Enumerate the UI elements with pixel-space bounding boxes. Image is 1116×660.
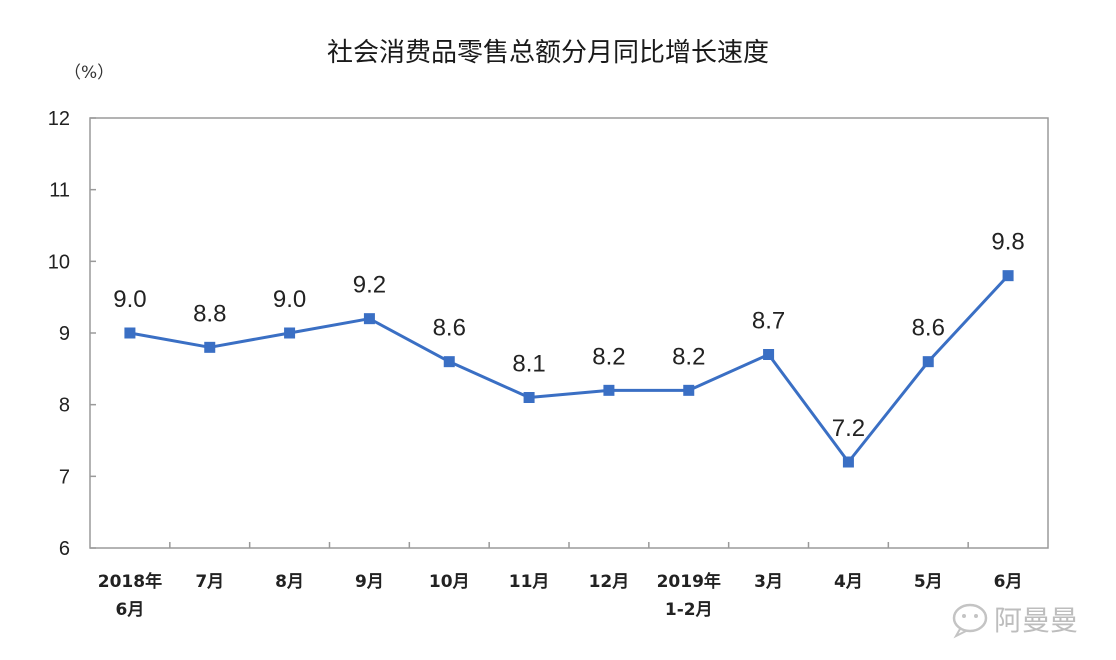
- data-label: 8.7: [752, 308, 785, 335]
- x-tick-label: 11月: [509, 572, 550, 592]
- data-point-marker: [922, 356, 934, 368]
- x-tick-label: 2018年: [98, 571, 162, 592]
- data-label: 8.6: [912, 315, 945, 342]
- data-label: 7.2: [832, 415, 865, 442]
- y-tick-label: 12: [48, 108, 70, 130]
- x-tick-label: 4月: [834, 572, 863, 592]
- x-tick-label: 10月: [429, 572, 470, 592]
- x-tick-label: 3月: [754, 572, 783, 592]
- chart-title: 社会消费品零售总额分月同比增长速度: [327, 38, 769, 68]
- x-tick-label: 9月: [355, 572, 384, 592]
- data-point-marker: [443, 356, 455, 368]
- plot-area-frame: [89, 117, 1049, 549]
- data-point-marker: [204, 341, 216, 353]
- data-label: 8.1: [512, 351, 545, 378]
- y-axis-unit: （%）: [64, 63, 114, 83]
- data-point-marker: [763, 349, 775, 360]
- x-tick-label: 1-2月: [665, 600, 713, 620]
- watermark: 阿曼曼: [952, 603, 1078, 639]
- x-axis-ticks: 2018年 6月 7月 8月 9月 10月 11月 12月 2019年 1-2月 3月 4月 5月 6月: [98, 542, 1023, 620]
- y-tick-label: 7: [59, 466, 70, 488]
- data-point-marker: [284, 327, 296, 339]
- data-point-marker: [683, 384, 695, 396]
- y-tick-label: 9: [59, 323, 70, 345]
- data-point-marker: [124, 327, 136, 339]
- data-labels: 9.0 8.8 9.0 9.2 8.6 8.1 8.2 8.2 8.7 7.2 8.6 9.8: [113, 229, 1025, 442]
- data-series: [124, 270, 1014, 468]
- y-tick-label: 10: [48, 251, 70, 273]
- x-tick-label: 6月: [994, 572, 1023, 592]
- data-label: 8.2: [592, 343, 625, 370]
- y-tick-label: 8: [59, 395, 70, 417]
- data-label: 8.2: [672, 343, 705, 370]
- data-point-marker: [1002, 270, 1014, 282]
- data-label: 9.8: [991, 229, 1024, 256]
- data-point-marker: [523, 392, 535, 403]
- y-tick-label: 6: [59, 538, 70, 560]
- data-label: 8.6: [433, 315, 466, 342]
- data-label: 9.0: [273, 286, 306, 313]
- series-line: [129, 274, 1010, 464]
- x-tick-label: 7月: [195, 572, 224, 592]
- wechat-logo-icon: [952, 603, 988, 639]
- data-point-marker: [842, 456, 854, 468]
- x-tick-label: 6月: [115, 600, 144, 620]
- data-label: 9.2: [353, 272, 386, 299]
- watermark-text: 阿曼曼: [994, 604, 1078, 637]
- y-tick-label: 11: [49, 180, 70, 202]
- data-point-marker: [603, 384, 615, 396]
- y-axis-ticks: 6 7 8 9 10 11 12: [48, 108, 96, 560]
- x-tick-label: 12月: [589, 572, 630, 592]
- x-tick-label: 5月: [914, 572, 943, 592]
- data-point-marker: [363, 313, 375, 325]
- x-tick-label: 8月: [275, 572, 304, 592]
- x-tick-label: 2019年: [657, 571, 721, 592]
- data-label: 9.0: [113, 286, 146, 313]
- data-label: 8.8: [193, 300, 226, 327]
